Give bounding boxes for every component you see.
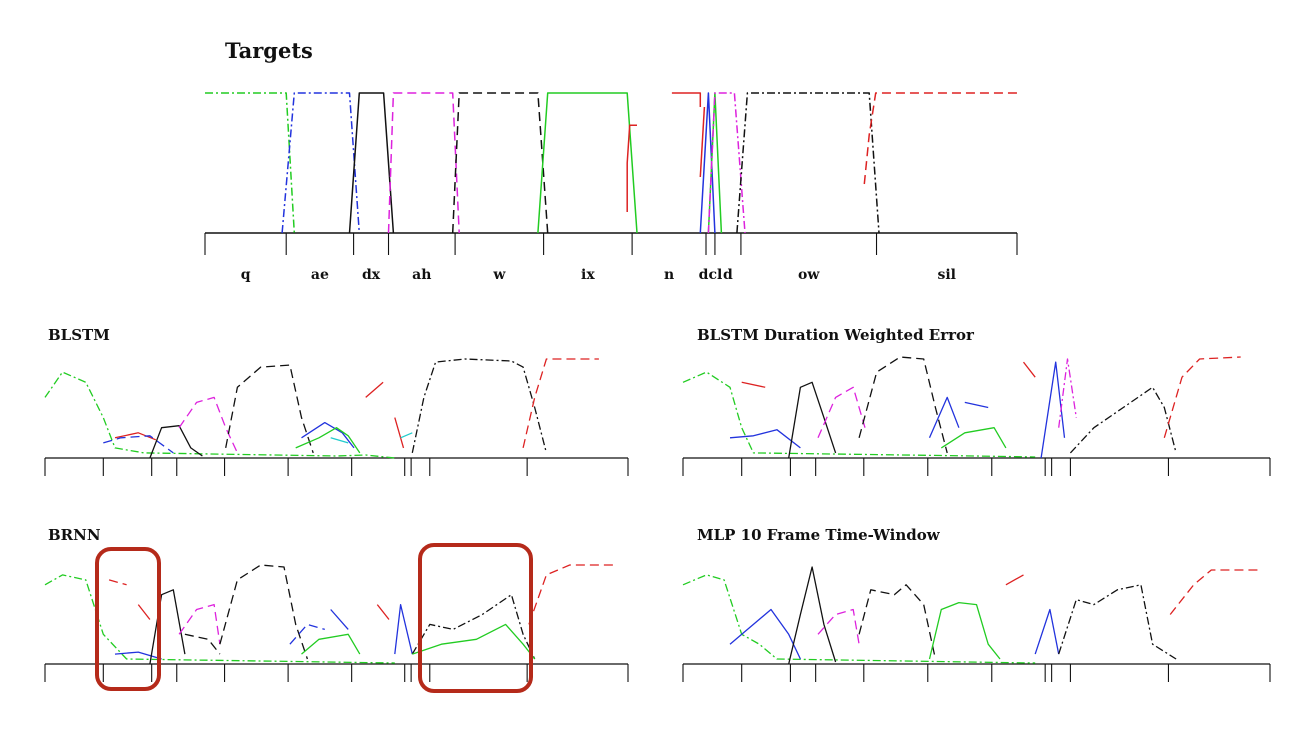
series-line bbox=[729, 608, 801, 660]
phoneme-label: ix bbox=[581, 267, 595, 283]
series-line bbox=[114, 651, 162, 660]
series-line bbox=[387, 92, 460, 234]
series-line bbox=[411, 594, 536, 660]
series-line bbox=[301, 633, 361, 655]
series-line bbox=[699, 106, 706, 178]
phoneme-label: ow bbox=[798, 267, 820, 283]
series-line bbox=[301, 421, 355, 449]
series-line bbox=[1058, 358, 1077, 428]
series-line bbox=[205, 92, 296, 234]
phoneme-label: q bbox=[240, 267, 251, 283]
series-line bbox=[376, 604, 390, 620]
phoneme-label: dx bbox=[361, 267, 381, 283]
phoneme-label: n bbox=[663, 267, 675, 283]
series-line bbox=[863, 92, 1017, 185]
series-line bbox=[682, 574, 1036, 664]
series-line bbox=[451, 92, 549, 234]
series-line bbox=[1034, 608, 1060, 655]
series-line bbox=[225, 364, 314, 454]
phoneme-label: w bbox=[493, 267, 506, 283]
series-line bbox=[707, 92, 746, 234]
series-line bbox=[400, 432, 413, 439]
phoneme-label: ah bbox=[412, 267, 432, 283]
phoneme-label: sil bbox=[937, 267, 957, 283]
series-line bbox=[1163, 356, 1241, 438]
series-line bbox=[108, 579, 127, 586]
series-line bbox=[1169, 569, 1259, 615]
series-line bbox=[1069, 386, 1177, 454]
series-line bbox=[817, 608, 860, 645]
title-mlp: MLP 10 Frame Time-Window bbox=[697, 526, 940, 544]
series-line bbox=[699, 92, 716, 234]
series-line bbox=[682, 371, 1036, 458]
series-line bbox=[940, 427, 1007, 449]
series-line bbox=[178, 396, 238, 454]
series-line bbox=[114, 432, 157, 441]
series-line bbox=[412, 623, 536, 660]
series-line bbox=[741, 381, 766, 388]
series-line bbox=[528, 564, 617, 625]
series-line bbox=[964, 401, 989, 409]
series-line bbox=[44, 574, 395, 664]
series-line bbox=[928, 396, 960, 439]
series-line bbox=[365, 381, 384, 398]
series-line bbox=[330, 609, 349, 630]
series-line bbox=[788, 566, 837, 665]
series-line bbox=[295, 427, 361, 454]
series-line bbox=[736, 92, 880, 234]
series-line bbox=[178, 603, 221, 645]
title-blstm: BLSTM bbox=[48, 326, 110, 344]
series-line bbox=[1022, 361, 1036, 378]
series-line bbox=[729, 429, 801, 449]
series-line bbox=[394, 603, 413, 655]
series-line bbox=[184, 633, 221, 655]
series-line bbox=[103, 435, 174, 454]
series-line bbox=[707, 92, 723, 234]
series-line bbox=[928, 601, 1001, 660]
series-line bbox=[537, 92, 638, 234]
series-line bbox=[44, 371, 395, 459]
series-line bbox=[281, 92, 361, 234]
phoneme-label: dcl bbox=[698, 267, 723, 283]
series-line bbox=[522, 358, 599, 449]
series-line bbox=[330, 437, 349, 444]
series-line bbox=[1058, 584, 1177, 660]
series-line bbox=[137, 604, 151, 620]
series-line bbox=[671, 92, 702, 107]
series-line bbox=[858, 584, 937, 660]
series-line bbox=[626, 124, 637, 212]
series-line bbox=[394, 417, 405, 449]
highlight-box bbox=[95, 547, 161, 691]
series-line bbox=[348, 92, 395, 234]
series-line bbox=[858, 356, 948, 454]
series-line bbox=[219, 564, 309, 660]
series-line bbox=[149, 425, 203, 459]
highlight-box bbox=[418, 543, 533, 693]
series-line bbox=[149, 589, 186, 665]
series-line bbox=[411, 358, 548, 454]
series-line bbox=[817, 386, 866, 439]
series-line bbox=[788, 381, 837, 459]
phoneme-label: ae bbox=[310, 267, 329, 283]
title-blstm-dwe: BLSTM Duration Weighted Error bbox=[697, 326, 974, 344]
series-line bbox=[289, 623, 325, 645]
title-targets: Targets bbox=[225, 38, 313, 63]
series-line bbox=[1005, 574, 1024, 586]
title-brnn: BRNN bbox=[48, 526, 101, 544]
series-line bbox=[1040, 361, 1066, 459]
phoneme-label: d bbox=[723, 267, 733, 283]
